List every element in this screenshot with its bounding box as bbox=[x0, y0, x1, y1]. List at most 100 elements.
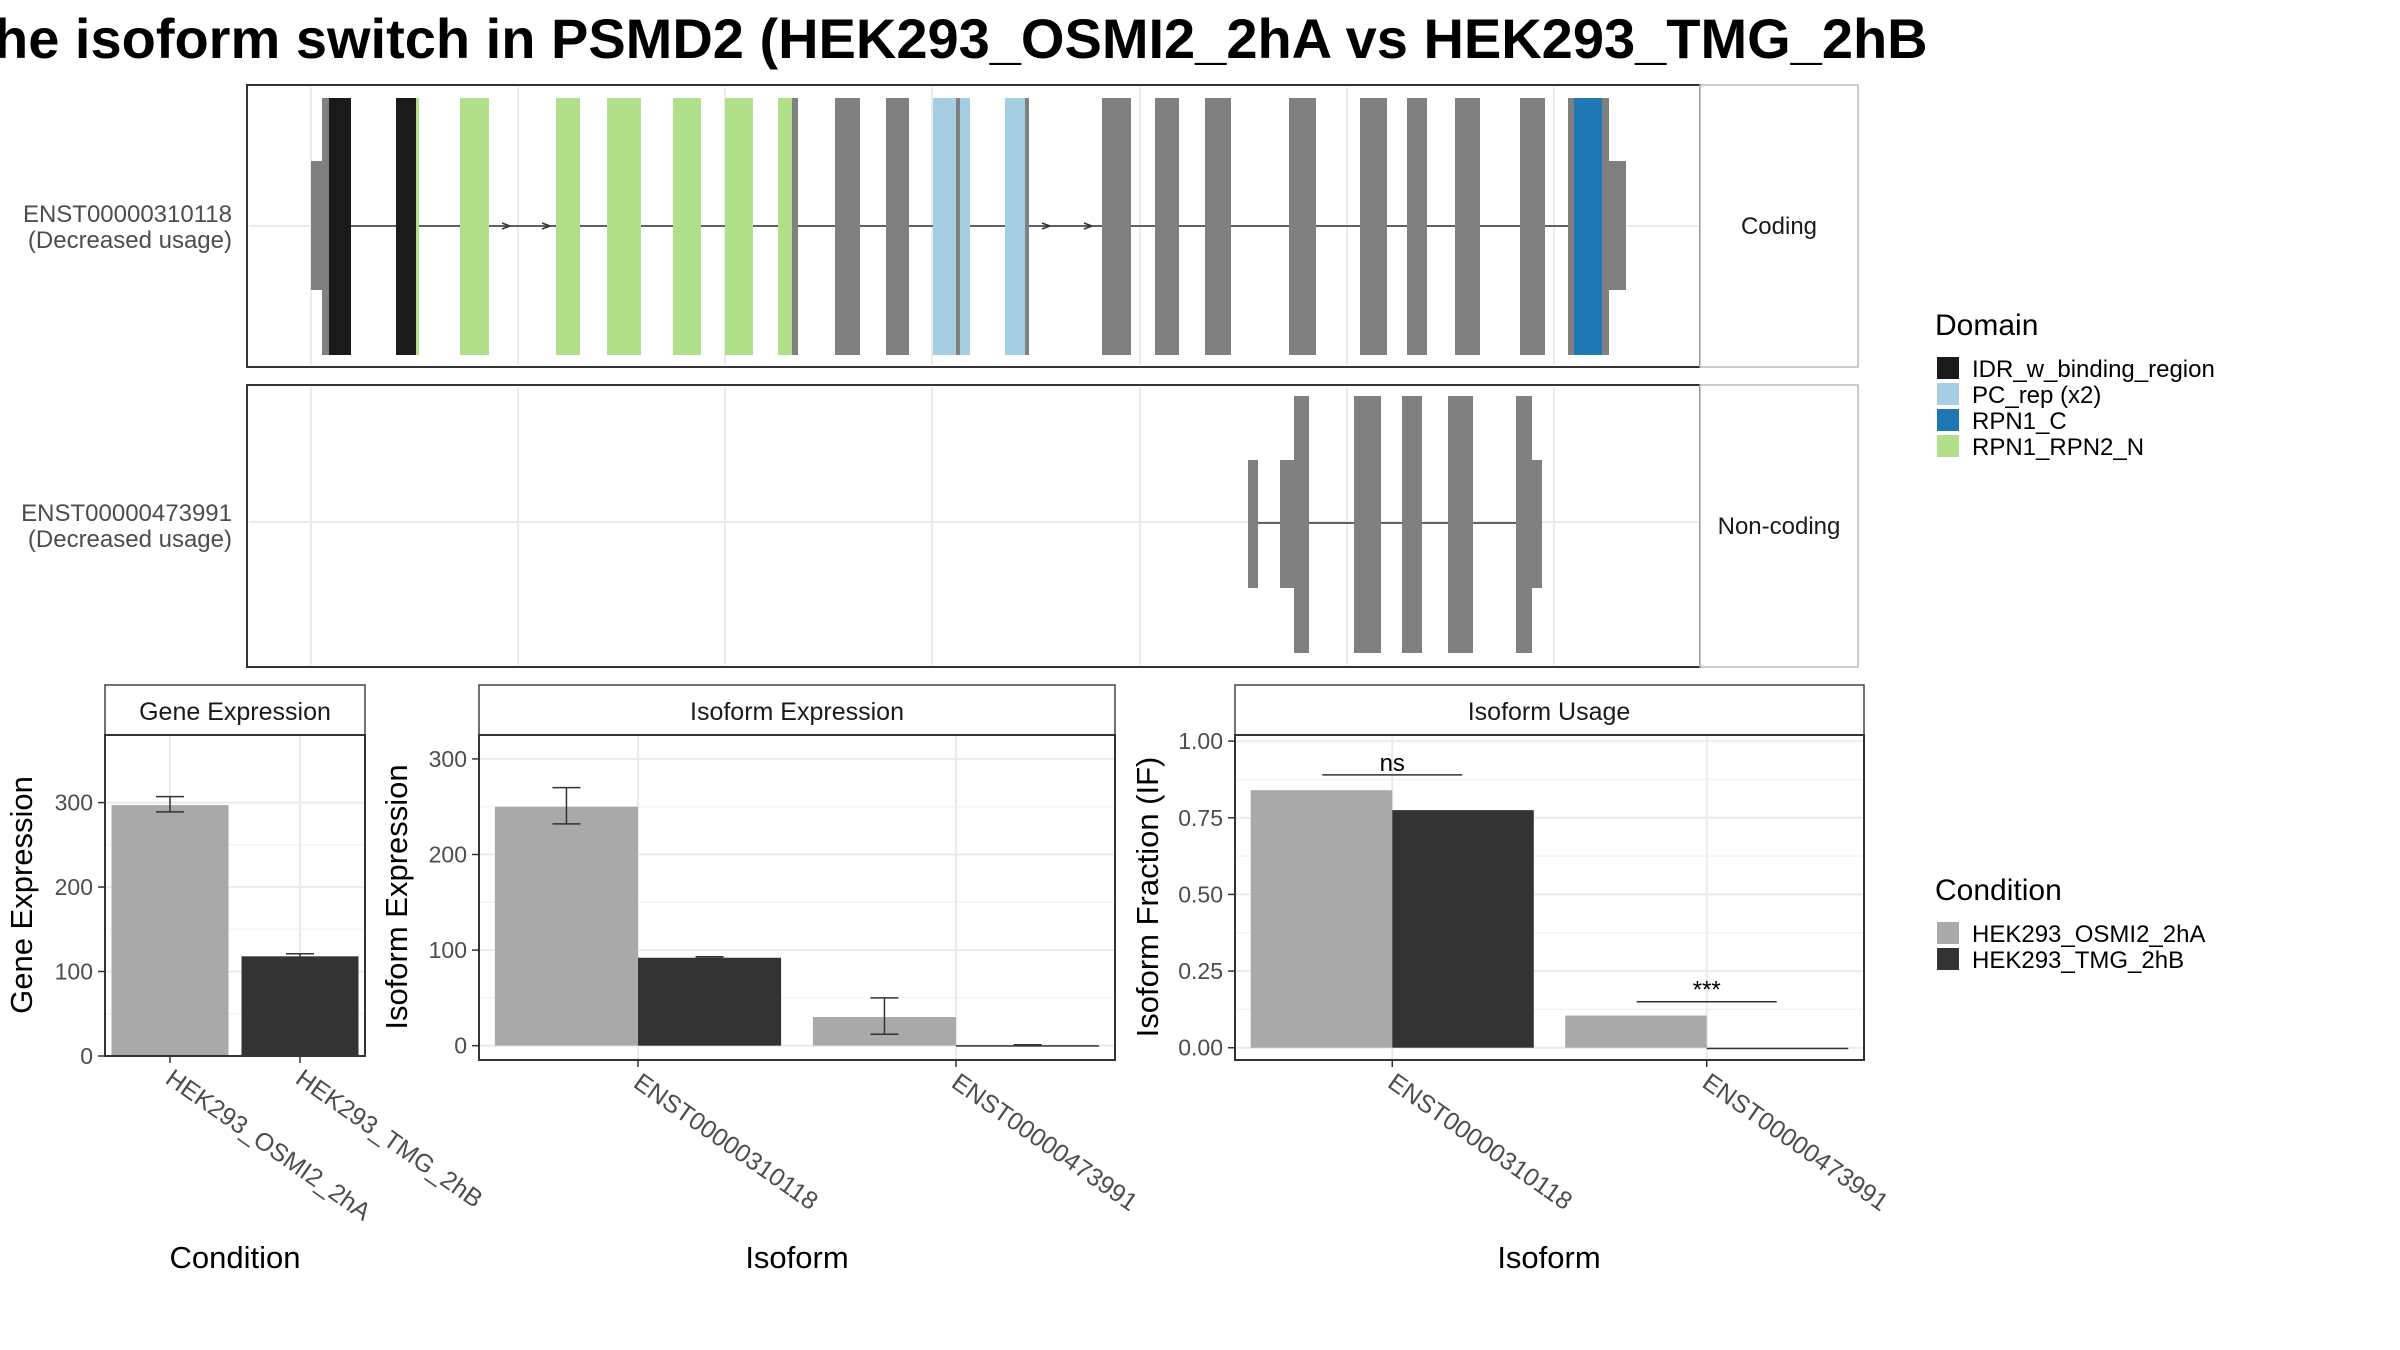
tx1-exon bbox=[1602, 98, 1609, 355]
isoform-expression-strip bbox=[478, 684, 1116, 736]
tx2-utr-3 bbox=[1532, 460, 1542, 588]
bar bbox=[1706, 1047, 1849, 1050]
tx1-exon bbox=[1289, 98, 1316, 355]
tx1-exon bbox=[1005, 98, 1025, 355]
tx1-exon bbox=[1574, 98, 1602, 355]
tx1-exon bbox=[396, 98, 416, 355]
tx1-exon bbox=[416, 98, 419, 355]
isoform-expression-plot-border bbox=[478, 734, 1116, 1061]
transcript-1-structure bbox=[311, 98, 1626, 355]
y-tick-label: 200 bbox=[429, 841, 467, 867]
tx1-exon bbox=[1520, 98, 1545, 355]
transcript-label-2-usage: (Decreased usage) bbox=[28, 526, 232, 553]
tx1-strand-arrow bbox=[501, 222, 513, 230]
tx1-exon bbox=[886, 98, 909, 355]
isoform-usage-y-title: Isoform Fraction (IF) bbox=[1130, 757, 1165, 1038]
strip-label-noncoding: Non-coding bbox=[1718, 513, 1841, 540]
isoform-usage-bars: ns *** bbox=[1250, 750, 1849, 1050]
bar bbox=[638, 957, 782, 1046]
tx2-utr-mid bbox=[1280, 460, 1294, 588]
legend-label-tmg: HEK293_TMG_2hB bbox=[1972, 947, 2184, 974]
transcript-structure-panels: Coding ENST00000310118 (Decreased usage)… bbox=[21, 84, 1859, 668]
bar bbox=[1392, 810, 1534, 1048]
strip-noncoding bbox=[1699, 384, 1859, 668]
tx1-exon bbox=[1025, 98, 1029, 355]
strip-coding bbox=[1699, 84, 1859, 368]
y-tick-label: 300 bbox=[429, 746, 467, 772]
tx2-exon bbox=[1516, 396, 1532, 653]
tx2-utr-5 bbox=[1248, 460, 1258, 588]
tx1-exon bbox=[725, 98, 753, 355]
tx1-utr-5 bbox=[311, 161, 322, 290]
isoform-expression-strip-label: Isoform Expression bbox=[690, 698, 904, 726]
tx1-exon bbox=[556, 98, 580, 355]
y-tick-label: 200 bbox=[55, 874, 93, 900]
transcript-2-structure bbox=[1248, 396, 1542, 653]
gene-expression-strip-label: Gene Expression bbox=[139, 698, 331, 726]
isoform-usage-x-title: Isoform bbox=[1497, 1240, 1600, 1275]
legend-key-pc-rep bbox=[1937, 383, 1959, 405]
tx1-exon bbox=[956, 98, 960, 355]
tx1-strand-arrow bbox=[1083, 222, 1095, 230]
y-tick-label: 100 bbox=[55, 959, 93, 985]
tx1-exon bbox=[322, 98, 329, 355]
isoform-usage-strip bbox=[1234, 684, 1865, 736]
tx2-exon bbox=[1448, 396, 1473, 653]
tx1-exon bbox=[835, 98, 860, 355]
legend-key-tmg bbox=[1937, 948, 1959, 970]
bar bbox=[111, 805, 229, 1056]
tx1-exon bbox=[960, 98, 970, 355]
tx1-exon bbox=[792, 98, 798, 355]
tx1-exon bbox=[607, 98, 641, 355]
domain-legend-title: Domain bbox=[1935, 309, 2038, 342]
legend-key-osmi2 bbox=[1937, 922, 1959, 944]
bar bbox=[1250, 790, 1393, 1048]
gene-expression-x-title: Condition bbox=[170, 1240, 301, 1275]
isoform-usage-plot-border bbox=[1234, 734, 1865, 1061]
y-tick-label: 0.75 bbox=[1178, 805, 1223, 831]
legend-label-pc-rep: PC_rep (x2) bbox=[1972, 382, 2101, 409]
legend-key-rpn1-c bbox=[1937, 409, 1959, 431]
isoform-expression-y-title: Isoform Expression bbox=[379, 764, 414, 1029]
legend-label-rpn1-rpn2-n: RPN1_RPN2_N bbox=[1972, 434, 2144, 461]
condition-legend-title: Condition bbox=[1935, 874, 2062, 907]
legend-label-osmi2: HEK293_OSMI2_2hA bbox=[1972, 921, 2205, 948]
tx1-exon bbox=[460, 98, 489, 355]
legend-key-idr bbox=[1937, 357, 1959, 379]
y-tick-label: 0 bbox=[454, 1033, 467, 1059]
isoform-expression-x-title: Isoform bbox=[745, 1240, 848, 1275]
y-tick-label: 1.00 bbox=[1178, 728, 1223, 754]
legend-label-rpn1-c: RPN1_C bbox=[1972, 408, 2067, 435]
y-tick-label: 0.00 bbox=[1178, 1035, 1223, 1061]
bar bbox=[494, 806, 638, 1046]
tx1-exon bbox=[1455, 98, 1480, 355]
tx2-exon bbox=[1402, 396, 1422, 653]
tx1-exon bbox=[1568, 98, 1574, 355]
bar bbox=[1565, 1015, 1707, 1048]
legend-label-idr: IDR_w_binding_region bbox=[1972, 356, 2215, 383]
y-tick-label: 0 bbox=[80, 1043, 93, 1069]
figure-title: he isoform switch in PSMD2 (HEK293_OSMI2… bbox=[0, 7, 1928, 70]
y-tick-label: 0.25 bbox=[1178, 958, 1223, 984]
domain-legend: Domain IDR_w_binding_region PC_rep (x2) … bbox=[1935, 309, 2215, 461]
tx1-exon bbox=[1155, 98, 1179, 355]
tx1-exon bbox=[1205, 98, 1231, 355]
legend-key-rpn1-rpn2-n bbox=[1937, 435, 1959, 457]
transcript-label-1-id: ENST00000310118 bbox=[23, 201, 232, 228]
tx1-exon bbox=[673, 98, 701, 355]
bar bbox=[241, 956, 359, 1056]
tx1-exon bbox=[1407, 98, 1427, 355]
significance-label: *** bbox=[1693, 977, 1721, 1004]
tx2-exon bbox=[1294, 396, 1309, 653]
tx1-strand-arrow bbox=[541, 222, 553, 230]
isoform-usage-strip-label: Isoform Usage bbox=[1468, 698, 1631, 726]
y-tick-label: 300 bbox=[55, 790, 93, 816]
tx1-exon bbox=[329, 98, 351, 355]
y-tick-label: 0.50 bbox=[1178, 881, 1223, 907]
tx1-strand-arrow bbox=[1041, 222, 1053, 230]
gene-expression-strip bbox=[104, 684, 366, 736]
transcript-label-2-id: ENST00000473991 bbox=[21, 500, 232, 527]
condition-legend: Condition HEK293_OSMI2_2hA HEK293_TMG_2h… bbox=[1935, 874, 2205, 974]
gene-expression-bars bbox=[111, 795, 359, 1056]
